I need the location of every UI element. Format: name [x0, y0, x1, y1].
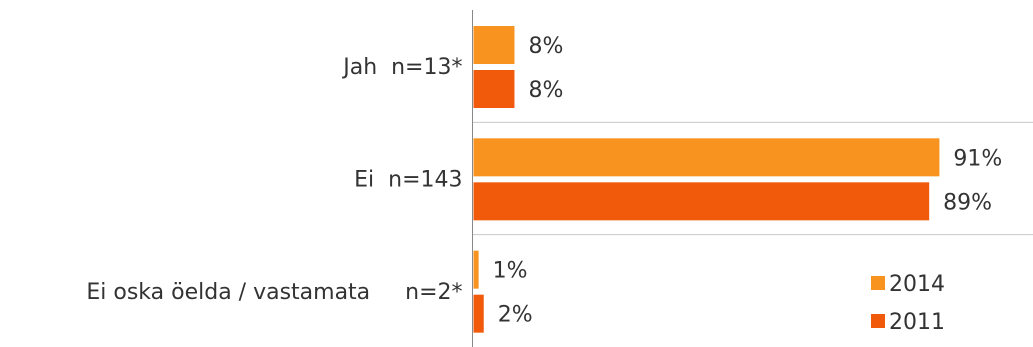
- bar-2014: [473, 138, 940, 177]
- legend-label: 2011: [889, 310, 945, 335]
- bar-2011: [473, 294, 484, 333]
- value-labels: 8% 8% 91% 89% 1% 2%: [493, 34, 1003, 328]
- bars-group: [473, 26, 940, 333]
- bar-2014: [473, 250, 479, 289]
- data-label: 8%: [528, 78, 563, 103]
- data-label: 89%: [943, 190, 992, 215]
- category-label: Jah n=13*: [341, 55, 462, 80]
- data-label: 8%: [528, 34, 563, 59]
- legend-swatch-2011: [871, 314, 885, 328]
- bar-2011: [473, 70, 515, 108]
- legend-swatch-2014: [871, 276, 885, 290]
- bar-2011: [473, 182, 930, 221]
- data-label: 1%: [493, 259, 528, 284]
- legend: 2014 2011: [871, 272, 945, 335]
- data-label: 91%: [953, 146, 1002, 171]
- data-label: 2%: [498, 303, 533, 328]
- category-separators: [472, 121, 1033, 236]
- legend-label: 2014: [889, 272, 945, 297]
- bar-2014: [473, 26, 515, 64]
- category-label: Ei oska öelda / vastamata n=2*: [86, 280, 462, 305]
- category-labels: Jah n=13* Ei n=143 Ei oska öelda / vastama…: [86, 55, 462, 305]
- category-label: Ei n=143: [354, 168, 462, 193]
